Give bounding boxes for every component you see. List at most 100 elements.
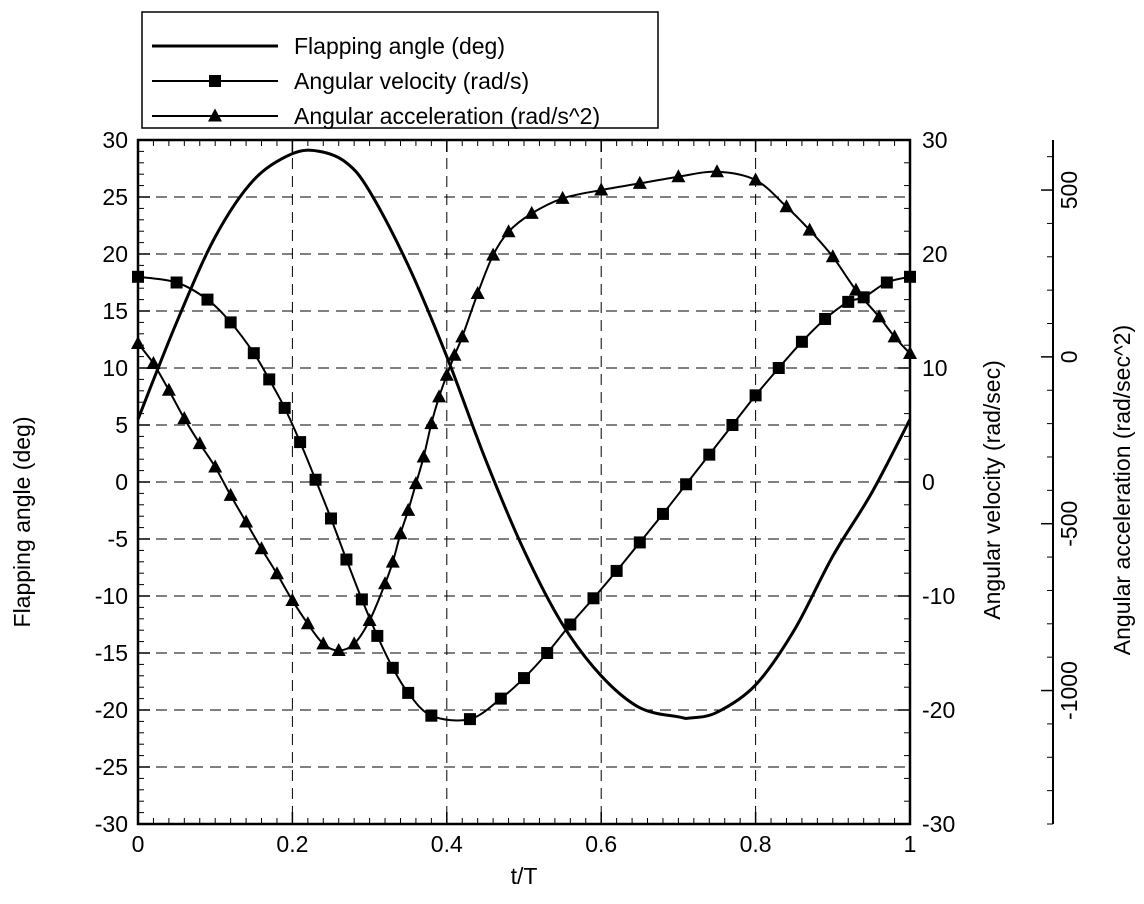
left-tick-label: 25 [102,184,128,210]
triangle-marker [378,576,393,590]
square-marker [610,564,623,577]
x-tick-label: 0.8 [740,831,772,857]
square-marker [294,436,307,449]
square-marker [772,362,785,374]
left-tick-label: -20 [95,697,128,723]
triangle-marker [223,487,238,501]
triangle-marker [594,182,609,196]
square-marker [278,401,291,414]
triangle-marker [779,199,794,213]
left-tick-label: 20 [102,241,128,267]
square-marker [425,709,438,722]
square-marker [518,672,530,685]
triangle-marker [555,190,570,204]
square-marker [819,312,832,325]
square-marker [340,553,353,566]
square-marker [564,618,577,631]
square-marker [795,335,808,348]
square-marker [209,75,221,87]
legend-box [141,11,659,129]
series-1 [136,148,912,720]
series-line [136,148,912,720]
square-marker [842,295,855,308]
far-right-tick-label: 0 [1056,350,1082,363]
square-marker [309,473,322,486]
triangle-marker [447,347,462,361]
right-tick-label: -10 [922,583,955,609]
triangle-marker [401,502,416,516]
square-marker [726,419,739,431]
square-marker [263,373,276,386]
triangle-marker [192,436,207,450]
left-tick-label: -5 [108,526,128,552]
right-tick-label: 20 [922,241,948,267]
series-2 [132,270,916,726]
series-layer [131,148,917,726]
triangle-marker [208,459,223,473]
x-tick-label: 0.2 [276,831,308,857]
triangle-marker [300,616,315,630]
legend-item: Flapping angle (deg) [152,33,505,59]
triangle-marker [439,367,454,381]
legend-item: Angular velocity (rad/s) [152,68,529,94]
x-tick-label: 0 [132,831,145,857]
square-marker [633,536,646,549]
series-3 [131,164,917,656]
grid [138,140,910,824]
left-tick-label: -15 [95,640,128,666]
triangle-marker [802,222,817,236]
far-right-tick-label: -1000 [1056,661,1082,720]
triangle-marker [347,636,362,650]
square-marker [325,512,337,525]
legend-item: Angular acceleration (rad/s^2) [152,103,600,129]
square-marker [587,592,600,605]
right-tick-label: -30 [922,811,955,837]
square-marker [541,647,554,659]
triangle-marker [710,164,724,178]
right-tick-label: -20 [922,697,955,723]
right-axis-title: Angular velocity (rad/sec) [979,360,1005,620]
legend: Flapping angle (deg) Angular velocity (ra… [141,11,659,129]
legend-label: Flapping angle (deg) [294,33,505,59]
right-tick-label: 30 [922,127,948,153]
far-right-tick-label: 500 [1056,171,1082,209]
axes-layer: 0 0.2 0.4 0.6 0.8 1 30 25 20 15 10 5 0 -5 -10 -15 -20 -25… [95,127,1082,857]
triangle-marker [416,449,431,463]
triangle-marker [408,476,423,490]
left-axis-title: Flapping angle (deg) [9,417,35,628]
square-marker [880,276,893,289]
triangle-marker [269,566,284,580]
series-line [137,275,911,722]
square-marker [680,478,693,491]
square-marker [355,593,368,606]
triangle-marker [748,172,763,186]
triangle-marker [362,612,377,626]
triangle-marker [432,389,447,403]
left-tick-label: -30 [95,811,128,837]
series-line [137,170,911,652]
square-marker [371,629,384,642]
triangle-marker [825,249,840,263]
triangle-marker [393,526,408,540]
triangle-marker [887,329,902,343]
square-marker [170,276,183,289]
triangle-marker [848,282,863,296]
triangle-marker [208,108,222,122]
square-marker [224,316,237,329]
square-marker [463,713,476,726]
triangle-marker [486,247,501,261]
triangle-marker [470,285,485,299]
x-tick-label: 1 [904,831,917,857]
right-tick-label: 10 [922,355,948,381]
triangle-marker [872,309,887,323]
square-marker [201,293,214,306]
triangle-marker [316,636,331,650]
x-tick-label: 0.4 [431,831,463,857]
triangle-marker [671,169,686,183]
right-tick-label: 0 [922,469,935,495]
left-tick-label: 30 [102,127,128,153]
triangle-marker [146,356,161,370]
far-right-tick-label: -500 [1056,501,1082,547]
triangle-marker [161,382,176,396]
